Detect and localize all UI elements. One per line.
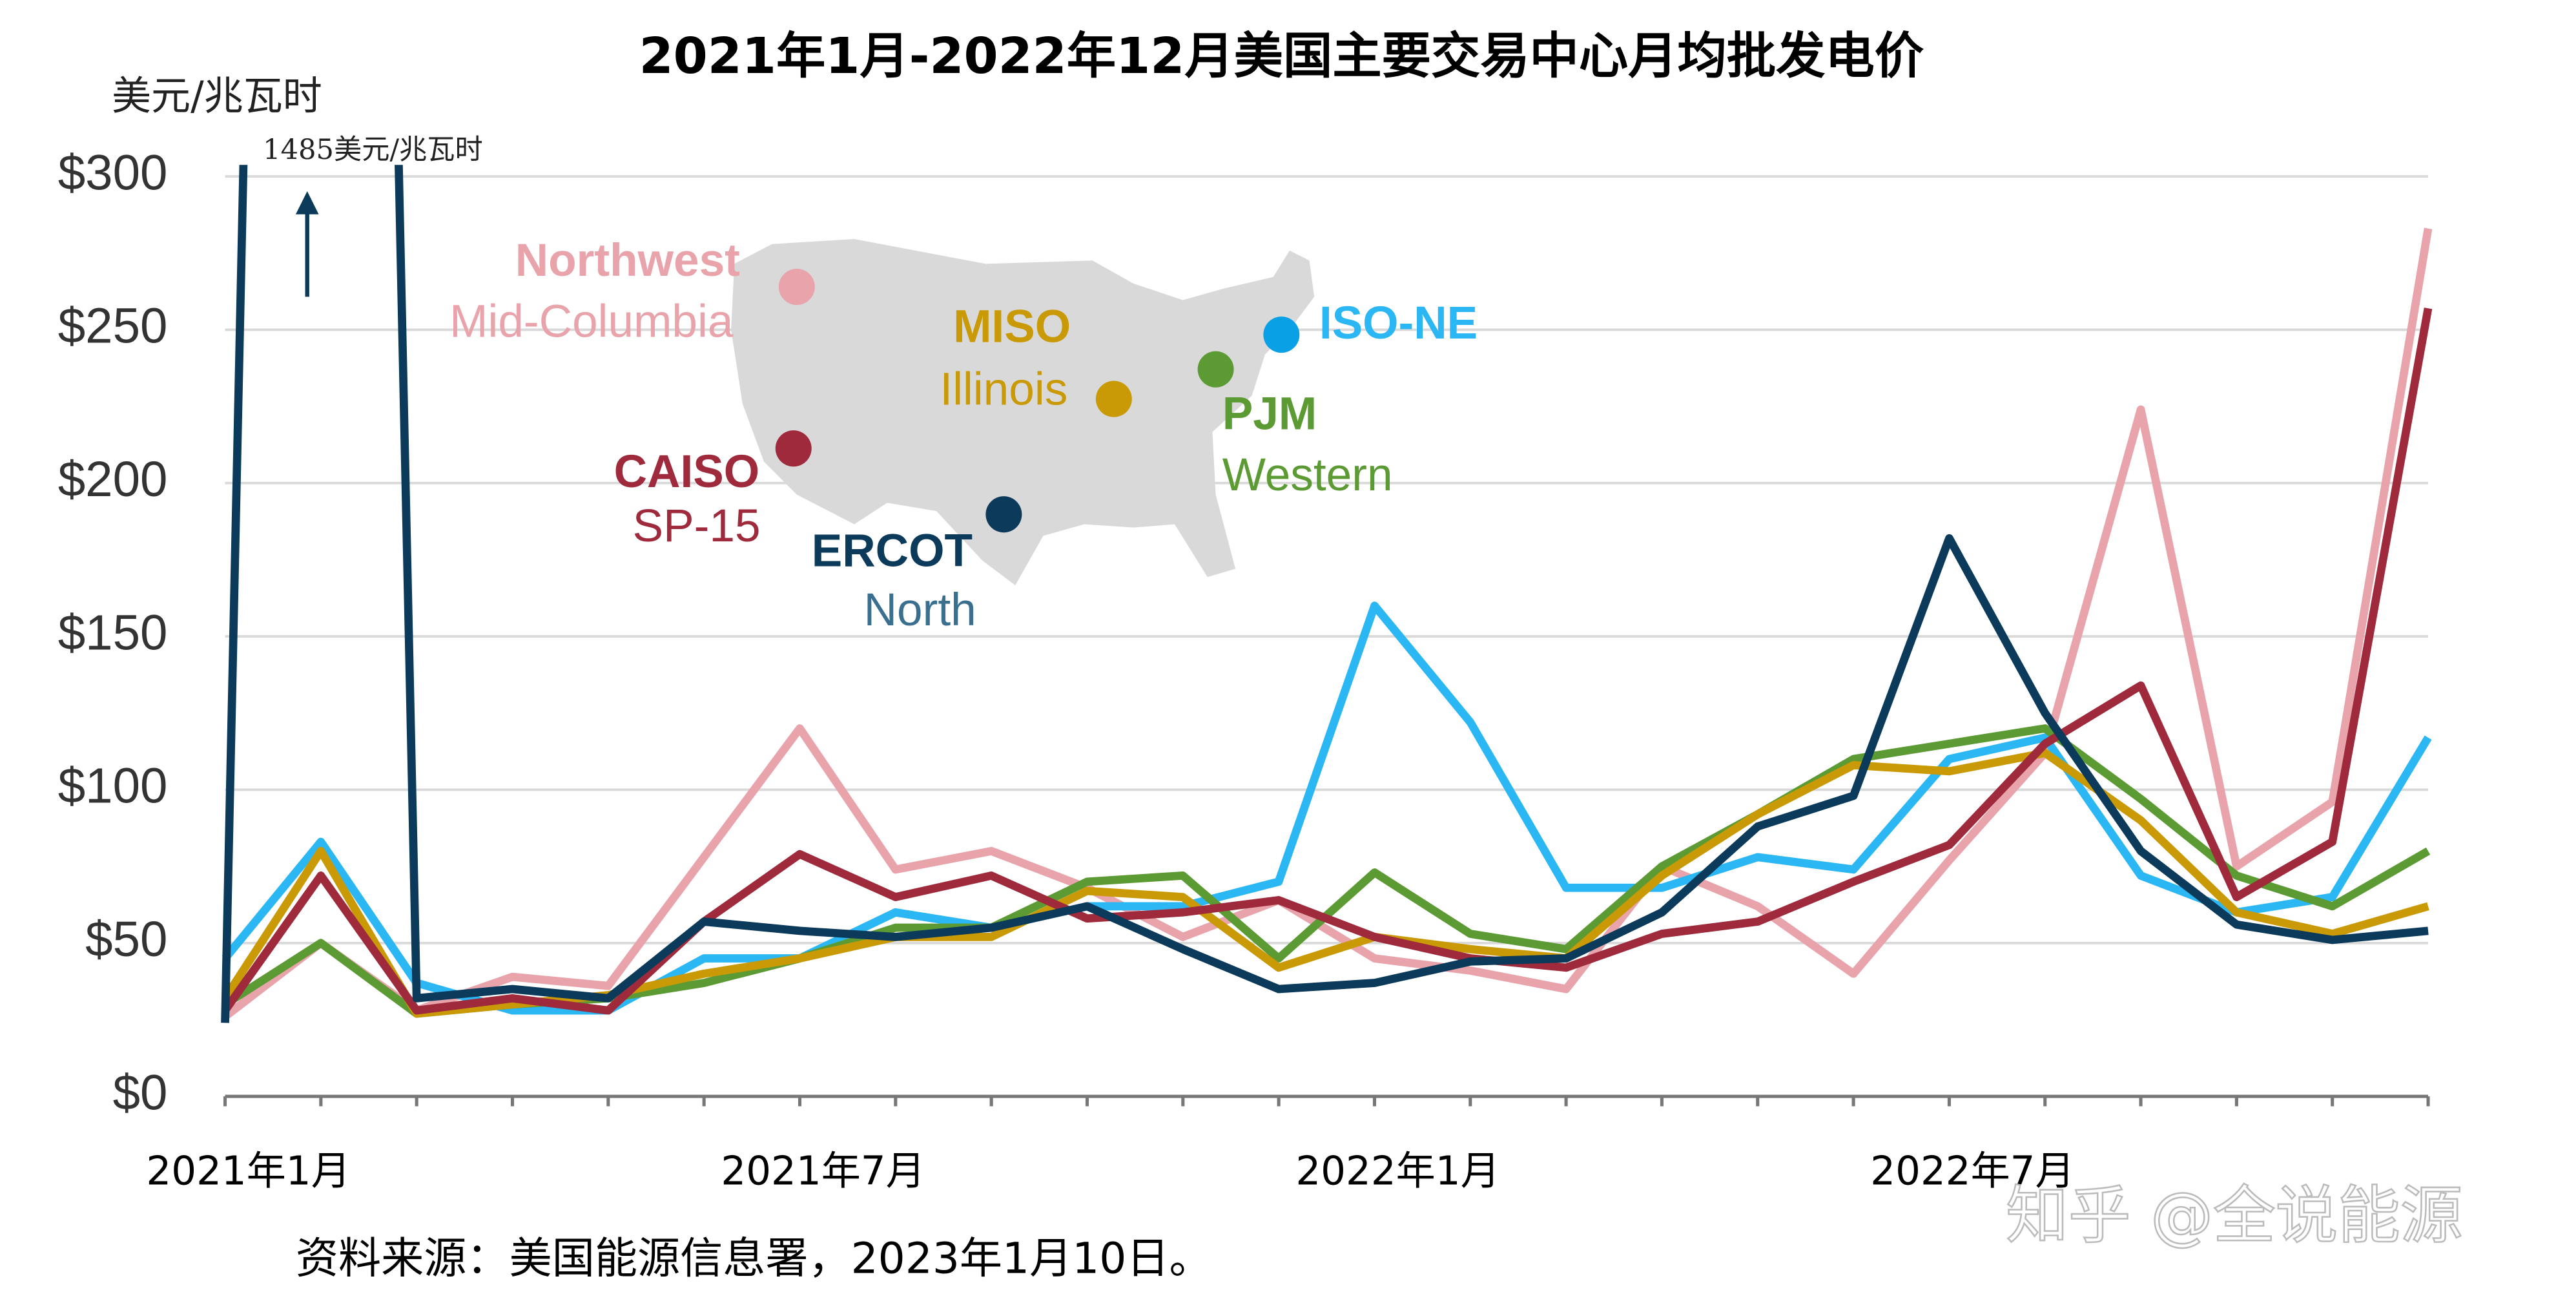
- map-dot: [778, 268, 815, 306]
- y-tick-label: $50: [85, 912, 167, 967]
- y-tick-label: $250: [58, 299, 168, 354]
- series-name: PJM: [1222, 388, 1317, 439]
- series-name: Northwest: [515, 235, 740, 286]
- series-sub: Western: [1222, 449, 1393, 501]
- x-tick-label: 2021年7月: [721, 1149, 925, 1194]
- series-line: [222, 308, 2433, 1015]
- series-name: ERCOT: [812, 525, 973, 576]
- map-dot: [1095, 381, 1132, 417]
- y-tick-label: $200: [58, 452, 168, 507]
- x-tick-label: 2022年1月: [1295, 1149, 1499, 1194]
- y-tick-label: $0: [113, 1065, 168, 1120]
- series-name: CAISO: [614, 446, 760, 497]
- map-dot: [775, 430, 812, 467]
- annotation-arrowhead: [295, 191, 319, 214]
- map-dot: [1197, 351, 1234, 388]
- series-name: ISO-NE: [1319, 297, 1478, 349]
- map-dot: [1263, 316, 1300, 353]
- annotation: 1485美元/兆瓦时: [263, 134, 483, 166]
- series-name: MISO: [953, 300, 1071, 352]
- y-tick-label: $300: [58, 145, 168, 200]
- series-line: [222, 227, 2433, 1020]
- watermark: 知乎 @全说能源: [2006, 1179, 2462, 1252]
- series-sub: Illinois: [940, 363, 1067, 415]
- series-sub: North: [864, 584, 976, 636]
- series-line: [223, 724, 2431, 1018]
- y-axis-label: 美元/兆瓦时: [112, 74, 322, 120]
- y-tick-label: $150: [58, 605, 168, 660]
- series-sub: SP-15: [633, 500, 761, 552]
- plot-area: [221, 165, 2433, 1023]
- chart-title: 2021年1月-2022年12月美国主要交易中心月均批发电价: [639, 28, 1924, 85]
- x-tick-label: 2022年7月: [1870, 1149, 2074, 1194]
- series-line: [221, 165, 2429, 1023]
- map-dot: [985, 496, 1022, 533]
- y-tick-label: $100: [58, 759, 168, 814]
- grid: $0 $50 $100 $150 $200 $250 $300 2021年1月 2021年7月 2…: [58, 145, 2430, 1194]
- us-map: [731, 239, 1315, 585]
- x-tick-label: 2021年1月: [146, 1149, 350, 1194]
- source: 资料来源：美国能源信息署，2023年1月10日。: [296, 1233, 1212, 1283]
- series-sub: Mid-Columbia: [449, 296, 734, 348]
